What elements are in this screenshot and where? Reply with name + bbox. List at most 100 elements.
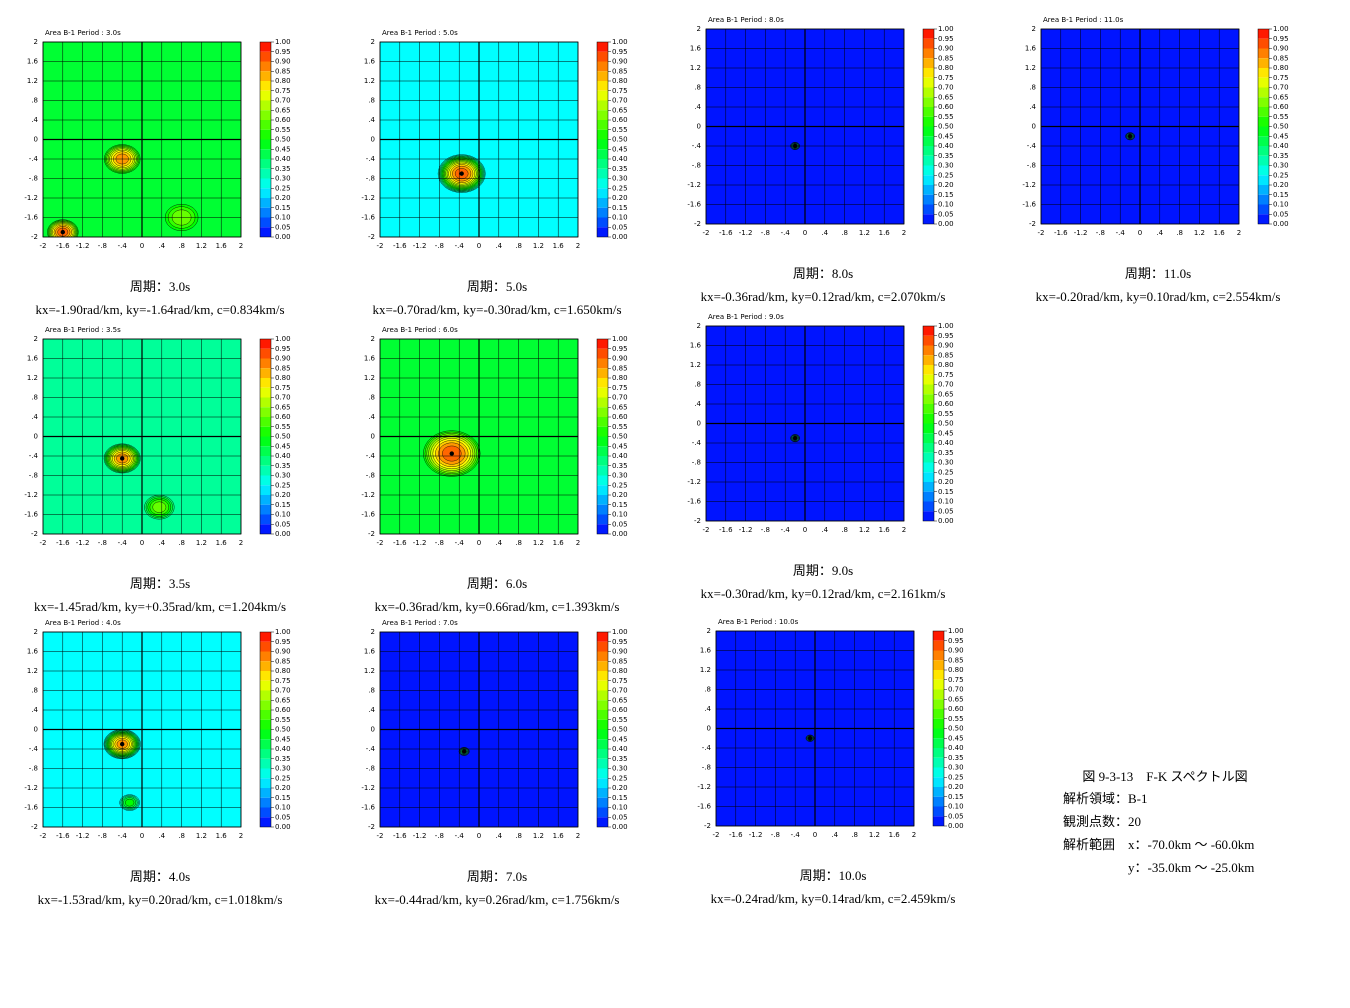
- x-tick-label: -2: [377, 539, 384, 547]
- x-tick-label: -1.2: [739, 526, 753, 534]
- fk-panel: Area B-1 Period : 11.0s 2 2 1.6 1.6 1.2 1.2 .8.…: [1022, 16, 1288, 304]
- colorbar-label: 0.40: [948, 744, 964, 752]
- x-tick-label: .8: [515, 832, 522, 840]
- x-tick-label: 1.6: [553, 539, 565, 547]
- colorbar-label: 0.10: [612, 804, 628, 812]
- colorbar-label: 0.30: [612, 175, 628, 183]
- y-tick-label: -1.2: [687, 478, 701, 486]
- colorbar-label: 0.65: [612, 106, 628, 114]
- colorbar-step: [923, 462, 934, 473]
- colorbar-step: [923, 155, 934, 166]
- x-tick-label: 1.2: [859, 229, 870, 237]
- colorbar-step: [923, 345, 934, 356]
- colorbar-label: 0.75: [938, 371, 954, 379]
- colorbar-step: [597, 797, 608, 808]
- colorbar-step: [933, 777, 944, 787]
- colorbar-step: [260, 436, 271, 447]
- colorbar-step: [597, 149, 608, 159]
- colorbar-label: 0.75: [948, 676, 964, 684]
- colorbar-step: [597, 90, 608, 101]
- colorbar-label: 0.10: [938, 498, 954, 506]
- period-caption: 周期：5.0s: [467, 279, 527, 294]
- colorbar-label: 0.95: [938, 35, 954, 43]
- y-tick-label: 2: [697, 25, 701, 33]
- colorbar-step: [1258, 58, 1269, 68]
- x-tick-label: 1.6: [216, 832, 228, 840]
- colorbar-step: [933, 650, 944, 661]
- colorbar-label: 0.40: [938, 142, 954, 150]
- colorbar-step: [260, 807, 271, 818]
- colorbar-label: 0.85: [612, 657, 628, 665]
- x-tick-label: -1.2: [739, 229, 753, 237]
- colorbar-step: [923, 335, 934, 346]
- colorbar-frame: [259, 338, 272, 535]
- x-tick-label: -1.6: [719, 526, 733, 534]
- colorbar-step: [597, 749, 608, 759]
- x-tick-label: -1.6: [393, 832, 407, 840]
- colorbar-step: [923, 501, 934, 512]
- y-tick-label: 1.6: [27, 355, 39, 363]
- colorbar-label: 0.35: [938, 449, 954, 457]
- x-tick-label: 2: [239, 832, 243, 840]
- colorbar-step: [933, 631, 944, 641]
- y-tick-label: 2: [34, 38, 38, 46]
- peak-marker: [1127, 134, 1133, 139]
- y-tick-label: 1.6: [27, 58, 39, 66]
- x-tick-label: -2: [703, 526, 710, 534]
- period-caption: 周期：8.0s: [793, 266, 853, 281]
- colorbar-step: [597, 671, 608, 681]
- colorbar-step: [597, 495, 608, 505]
- x-tick-label: 1.2: [533, 539, 544, 547]
- colorbar-step: [923, 404, 934, 414]
- colorbar-label: 0.20: [275, 194, 291, 202]
- x-tick-label: -2: [40, 832, 47, 840]
- result-caption: kx=-0.30rad/km, ky=0.12rad/km, c=2.161km…: [701, 586, 946, 601]
- y-tick-label: 2: [1032, 25, 1036, 33]
- x-tick-label: -.8: [771, 831, 780, 839]
- y-tick-label: .4: [704, 705, 711, 713]
- colorbar-step: [597, 729, 608, 740]
- colorbar-label: 0.35: [948, 754, 964, 762]
- y-tick-label: -.8: [366, 765, 375, 773]
- colorbar-label: 0.35: [938, 152, 954, 160]
- colorbar-step: [1258, 175, 1269, 185]
- colorbar-step: [260, 61, 271, 72]
- plot-frame: [715, 630, 915, 827]
- colorbar-step: [933, 767, 944, 778]
- colorbar-label: 0.95: [275, 345, 291, 353]
- y-tick-label: 2: [697, 322, 701, 330]
- colorbar-label: 0.25: [938, 171, 954, 179]
- colorbar-step: [597, 680, 608, 691]
- colorbar-label: 0.55: [938, 113, 954, 121]
- x-tick-label: .8: [841, 526, 848, 534]
- colorbar-label: 0.25: [275, 481, 291, 489]
- colorbar-label: 0.80: [938, 361, 954, 369]
- y-tick-label: .4: [1029, 103, 1036, 111]
- colorbar-label: 1.00: [948, 627, 964, 635]
- y-tick-label: -.4: [29, 745, 39, 753]
- colorbar-label: 0.25: [612, 481, 628, 489]
- colorbar-label: 0.70: [275, 687, 291, 695]
- colorbar-label: 0.75: [275, 87, 291, 95]
- colorbar-label: 0.00: [275, 530, 291, 538]
- colorbar-step: [597, 139, 608, 150]
- x-tick-label: -.4: [781, 229, 791, 237]
- colorbar-label: 0.45: [275, 735, 291, 743]
- colorbar-label: 0.65: [612, 403, 628, 411]
- x-tick-label: 1.2: [196, 539, 207, 547]
- colorbar-label: 0.20: [938, 181, 954, 189]
- x-tick-label: .8: [1176, 229, 1183, 237]
- colorbar-label: 0.20: [275, 491, 291, 499]
- colorbar-label: 0.10: [275, 214, 291, 222]
- colorbar-label: 0.25: [612, 184, 628, 192]
- colorbar-label: 0.90: [948, 647, 964, 655]
- x-tick-label: -1.6: [729, 831, 743, 839]
- colorbar-label: 0.85: [612, 364, 628, 372]
- plot-frame: [42, 631, 242, 828]
- result-caption: kx=-0.36rad/km, ky=0.66rad/km, c=1.393km…: [375, 599, 620, 614]
- colorbar-frame: [259, 631, 272, 828]
- colorbar-step: [260, 729, 271, 740]
- fk-panel: Area B-1 Period : 3.0s 2 2 1.6 1.6 1.2 1.2 .8 .8…: [24, 29, 290, 317]
- fk-panel: Area B-1 Period : 9.0s 2 2 1.6 1.6 1.2 1.2 .8 .8…: [687, 313, 953, 601]
